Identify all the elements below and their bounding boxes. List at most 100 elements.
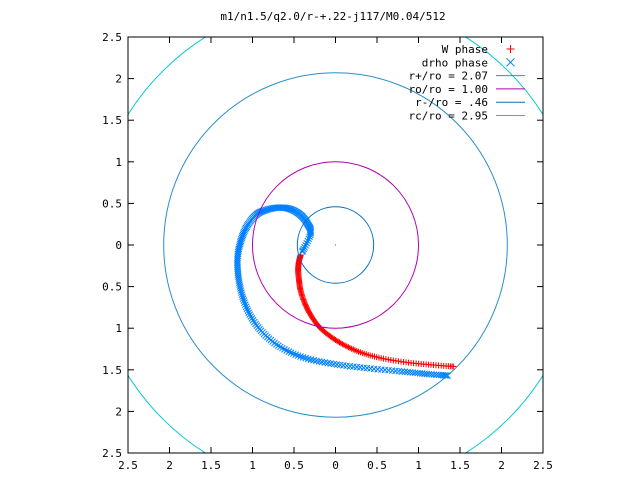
drho-phase-point [300, 245, 307, 253]
x-tick-label: 1 [249, 459, 256, 472]
marker-stroke [370, 365, 378, 373]
drho-phase-point [243, 305, 251, 313]
drho-phase-point [235, 279, 243, 286]
marker-stroke [235, 279, 243, 286]
marker-stroke [302, 354, 309, 362]
drho-phase-point [246, 311, 254, 319]
x-tick-label: 2.5 [533, 459, 553, 472]
x-tick-label: 2.5 [118, 459, 138, 472]
y-tick-label: 1.5 [102, 364, 122, 377]
y-tick-label: 1 [115, 156, 122, 169]
legend-label-w-phase: W phase [442, 43, 488, 56]
drho-phase-point [239, 295, 247, 302]
x-tick-label: 1.5 [201, 459, 221, 472]
marker-stroke [243, 305, 251, 313]
marker-stroke [236, 281, 243, 288]
r-ro-46-circle [296, 206, 375, 284]
x-tick-label: 2 [498, 459, 505, 472]
marker-stroke [336, 361, 344, 369]
legend-label-r-ro-46: r-/ro = .46 [415, 96, 488, 109]
y-tick-label: 2.5 [102, 31, 122, 44]
marker-stroke [442, 372, 450, 379]
marker-stroke [242, 303, 250, 311]
legend-label-drho-phase: drho phase [422, 56, 488, 69]
y-tick-label: 0.5 [102, 281, 122, 294]
x-tick-label: 2 [166, 459, 173, 472]
y-tick-label: 0.5 [102, 197, 122, 210]
marker-stroke [381, 366, 389, 374]
marker-stroke [292, 351, 300, 359]
marker-stroke [388, 367, 396, 374]
marker-stroke [274, 342, 282, 350]
marker-stroke [276, 343, 284, 351]
drho-phase-point [303, 239, 311, 247]
marker-stroke [241, 299, 248, 307]
drho-phase-point [279, 344, 286, 352]
drho-phase-point [245, 309, 253, 317]
marker-stroke [385, 366, 392, 374]
marker-stroke [299, 353, 307, 361]
drho-phase-point [240, 297, 248, 304]
marker-stroke [363, 364, 371, 372]
marker-stroke [285, 348, 293, 355]
marker-stroke [307, 226, 314, 234]
marker-stroke [266, 205, 273, 213]
marker-stroke [350, 363, 357, 370]
drho-phase-point [241, 301, 249, 309]
marker-stroke [346, 362, 354, 370]
marker-stroke [356, 364, 364, 371]
x-tick-label: 0.5 [367, 459, 387, 472]
drho-phase-point [244, 307, 252, 315]
marker-stroke [330, 360, 338, 368]
marker-stroke [401, 368, 409, 376]
r-ro-2-07-circle [163, 72, 508, 418]
drho-phase-point [266, 205, 273, 213]
marker-stroke [333, 361, 341, 368]
marker-stroke [239, 295, 247, 302]
legend-label-rc-ro-2-95: rc/ro = 2.95 [409, 110, 488, 123]
y-tick-label: 1.5 [102, 114, 122, 127]
drho-phase-point [305, 235, 313, 243]
marker-stroke [237, 285, 244, 292]
marker-stroke [302, 241, 309, 249]
y-tick-label: 1 [115, 322, 122, 335]
marker-stroke [238, 289, 245, 296]
chart-title: m1/n1.5/q2.0/r-+.22-j117/M0.04/512 [220, 10, 445, 23]
drho-phase-point [401, 368, 409, 376]
marker-stroke [279, 344, 286, 352]
legend-label-ro-ro-1-00: ro/ro = 1.00 [409, 83, 488, 96]
y-tick-label: 2 [115, 73, 122, 86]
drho-phase-point [238, 289, 245, 296]
marker-stroke [290, 350, 297, 358]
drho-phase-point [237, 287, 245, 294]
marker-stroke [395, 367, 403, 375]
drho-phase-point [301, 243, 308, 251]
legend-swatch-w-phase [506, 45, 515, 53]
y-tick-label: 2.5 [102, 447, 122, 460]
marker-stroke [398, 368, 406, 375]
marker-stroke [247, 313, 255, 320]
marker-stroke [300, 245, 307, 253]
y-tick-label: 0 [115, 239, 122, 252]
drho-phase-point [236, 281, 243, 288]
marker-stroke [238, 291, 246, 298]
marker-stroke [305, 235, 313, 243]
marker-stroke [245, 309, 253, 317]
marker-stroke [340, 362, 347, 369]
marker-stroke [297, 353, 304, 360]
marker-stroke [304, 355, 312, 363]
marker-stroke [287, 205, 295, 213]
marker-stroke [321, 359, 329, 366]
drho-phase-point [236, 283, 244, 290]
marker-stroke [273, 204, 280, 212]
marker-stroke [360, 364, 367, 372]
drho-phase-point [239, 293, 246, 300]
marker-stroke [343, 362, 351, 370]
x-tick-label: 1.5 [450, 459, 470, 472]
drho-phase-point [247, 313, 255, 320]
marker-stroke [241, 301, 249, 309]
marker-stroke [312, 357, 320, 365]
marker-stroke [506, 57, 515, 67]
marker-stroke [294, 352, 302, 359]
marker-stroke [271, 204, 279, 212]
